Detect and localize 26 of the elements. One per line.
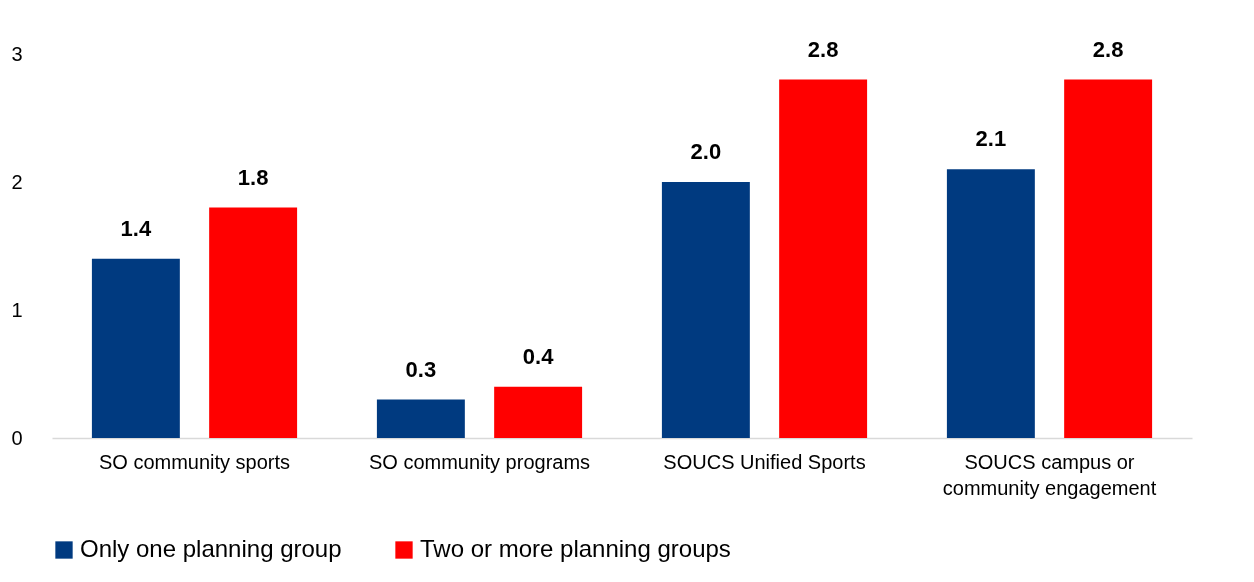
- text: 2.0: [690, 139, 722, 164]
- x-tick-label: SOUCS campus or community engagement: [942, 450, 1157, 499]
- y-tick-label: 0: [11, 426, 23, 449]
- bar: [91, 258, 180, 438]
- x-tick-label: SOUCS Unified Sports: [663, 450, 866, 473]
- x-tick-label: SO community sports: [98, 450, 291, 473]
- text: 0.3: [405, 356, 437, 382]
- y-tick-label: 1: [11, 298, 23, 321]
- y-tick-label: 3: [11, 42, 23, 65]
- bar: [779, 79, 868, 438]
- bar: [1064, 79, 1153, 438]
- text: 1.8: [237, 164, 269, 190]
- text: 2.8: [1092, 36, 1124, 62]
- text: 2.8: [807, 36, 839, 62]
- bar: [376, 399, 465, 438]
- bar: [209, 207, 298, 438]
- x-tick-label: SO community programs: [368, 450, 591, 473]
- text: 2.1: [975, 126, 1007, 152]
- text: 0.4: [522, 343, 554, 369]
- bar: [494, 386, 583, 438]
- legend-label: Only one planning group: [80, 535, 342, 562]
- y-tick-label: 2: [11, 170, 23, 193]
- bar: [946, 169, 1035, 438]
- bar: [661, 182, 750, 438]
- legend-label: Two or more planning groups: [420, 535, 731, 562]
- text: 1.4: [120, 215, 152, 241]
